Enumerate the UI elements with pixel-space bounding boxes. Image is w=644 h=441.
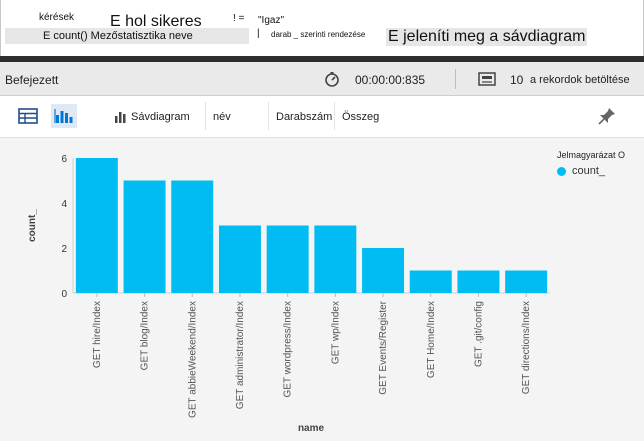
chart-type-dropdown[interactable]: Sávdiagram (131, 111, 190, 123)
x-tick-label: GET wordpress/Index (283, 301, 294, 398)
toolbar-divider (205, 102, 206, 130)
query-editor[interactable]: kérések E hol sikeres ! = "Igaz" E count… (0, 0, 644, 56)
bar (123, 180, 166, 293)
chart-legend: Jelmagyarázat O count_ (557, 150, 625, 177)
pin-button[interactable] (594, 104, 620, 128)
y-tick-label: 6 (61, 154, 67, 165)
results-toolbar: Sávdiagram név Darabszám Összeg (0, 96, 644, 138)
y-axis-label: count_ (27, 209, 38, 242)
y-tick-label: 0 (61, 289, 67, 300)
query-sort: darab _ szerinti rendezése (271, 30, 366, 39)
query-line-2-highlight (5, 28, 249, 44)
aggregation-sum-dropdown[interactable]: Összeg (342, 111, 380, 123)
query-operator: ! = (233, 13, 245, 24)
query-render: E jeleníti meg a sávdiagram (386, 28, 588, 46)
x-tick-label: GET .git/config (473, 301, 484, 367)
table-view-button[interactable] (15, 104, 41, 128)
bar-chart-icon (54, 109, 73, 123)
x-tick-label: GET blog/Index (140, 301, 151, 370)
status-bar: Befejezett 00:00:00:835 10 a rekordok be… (0, 62, 644, 96)
bar (409, 270, 452, 293)
chart-type-icon (114, 110, 128, 123)
bar (218, 225, 261, 293)
x-tick-label: GET administrator/Index (235, 301, 246, 409)
record-count: 10 (510, 73, 524, 87)
toolbar-divider (334, 102, 335, 130)
x-tick-label: GET hire/Index (92, 301, 103, 368)
y-axis-count-dropdown[interactable]: Darabszám (276, 111, 333, 123)
query-summarize: E count() Mezőstatisztika neve (43, 30, 193, 42)
query-line-1 (5, 4, 249, 28)
query-duration: 00:00:00:835 (355, 73, 426, 87)
records-icon (478, 72, 496, 86)
x-tick-label: GET abbieWeekend/Index (187, 301, 198, 418)
bar (75, 158, 118, 293)
bar (362, 248, 405, 293)
query-pipe: | (257, 28, 260, 39)
chart-panel: 0 2 4 6 count_ GET hire/Index GET blog/Index GE… (0, 138, 644, 441)
x-tick-label: GET Home/Index (426, 301, 437, 378)
bar (314, 225, 357, 293)
legend-color-swatch (557, 166, 566, 176)
bar (266, 225, 309, 293)
query-value: "Igaz" (258, 15, 285, 26)
query-where: E hol sikeres (110, 13, 202, 30)
status-divider (455, 69, 456, 89)
legend-item[interactable]: count_ (557, 165, 625, 177)
legend-title: Jelmagyarázat O (557, 150, 626, 160)
toolbar-divider (268, 102, 269, 130)
x-tick-label: GET Events/Register (378, 300, 389, 394)
x-tick-label: GET directions/Index (521, 301, 532, 394)
y-tick-label: 4 (61, 199, 67, 210)
x-tick-label: GET wp/Index (330, 301, 341, 364)
query-results-separator (0, 56, 644, 62)
bar (171, 180, 214, 293)
bar (457, 270, 500, 293)
bar (505, 270, 548, 293)
x-axis-field-dropdown[interactable]: név (213, 111, 231, 123)
stopwatch-icon (324, 71, 340, 87)
bar-chart: 0 2 4 6 count_ GET hire/Index GET blog/Index GE… (27, 154, 550, 434)
pin-icon (598, 108, 615, 125)
chart-view-button[interactable] (51, 104, 77, 128)
records-label: a rekordok betöltése (530, 74, 630, 86)
query-table: kérések (39, 12, 75, 23)
legend-series-label: count_ (572, 165, 606, 177)
table-icon (18, 108, 38, 124)
status-state: Befejezett (5, 73, 59, 87)
y-tick-label: 2 (61, 244, 67, 255)
x-axis-label: name (298, 423, 325, 434)
